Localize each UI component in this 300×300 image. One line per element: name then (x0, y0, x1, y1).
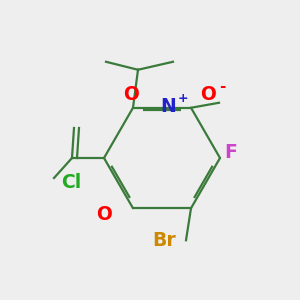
Text: O: O (123, 85, 139, 104)
Text: -: - (219, 80, 225, 94)
Text: Cl: Cl (61, 172, 81, 191)
Text: O: O (200, 85, 216, 104)
Text: N: N (160, 98, 176, 116)
Text: Br: Br (152, 230, 176, 250)
Text: +: + (178, 92, 188, 106)
Text: F: F (225, 143, 237, 163)
Text: O: O (96, 206, 112, 224)
